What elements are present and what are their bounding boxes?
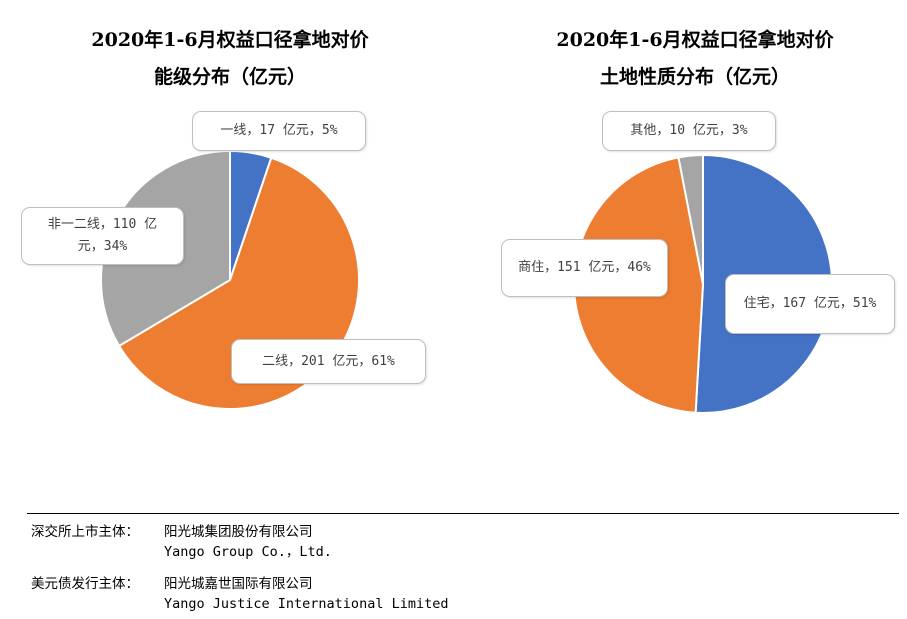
left-slice-label-tier2: 二线，201 亿元，61% [231,339,426,384]
right-chart-title-line2: 土地性质分布（亿元） [599,66,790,88]
right-pie-slice-2 [677,153,704,285]
footer-entity-2: 美元债发行主体： 阳光城嘉世国际有限公司 Yango Justice Intern… [31,574,448,614]
footer-entity-1-label: 深交所上市主体： [31,524,139,540]
footer-entity-2-label: 美元债发行主体： [31,576,139,592]
right-chart-title: 2020年1-6月权益口径拿地对价 土地性质分布（亿元） [505,22,885,96]
left-chart-title-line2: 能级分布（亿元） [153,66,306,88]
footer-entity-2-name-cn: 阳光城嘉世国际有限公司 [164,576,313,592]
right-slice-label-other: 其他，10 亿元，3% [602,111,776,151]
left-slice-label-tier1: 一线，17 亿元，5% [192,111,366,151]
left-chart-title: 2020年1-6月权益口径拿地对价 能级分布（亿元） [40,22,420,96]
footer-divider [27,513,899,514]
left-slice-label-other-tiers: 非一二线，110 亿元，34% [21,207,184,265]
footer-entity-1-name-cn: 阳光城集团股份有限公司 [164,524,313,540]
left-chart-title-line1: 2020年1-6月权益口径拿地对价 [91,29,369,51]
footer-entity-2-name-en: Yango Justice International Limited [164,596,449,612]
footer-entity-1: 深交所上市主体： 阳光城集团股份有限公司 Yango Group Co.，Ltd. [31,522,332,562]
right-chart-title-line1: 2020年1-6月权益口径拿地对价 [556,29,834,51]
right-slice-label-residential: 住宅，167 亿元，51% [725,274,895,334]
right-slice-label-commercial-residential: 商住，151 亿元，46% [501,239,668,297]
footer-entity-1-name-en: Yango Group Co.，Ltd. [164,544,332,560]
